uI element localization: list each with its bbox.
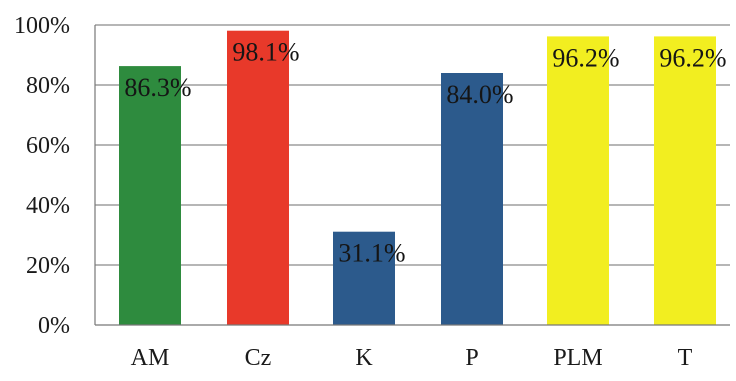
gridlines <box>95 24 730 266</box>
bar-k <box>333 231 395 325</box>
y-tick-labels: 0% 20% 40% 60% 80% 100% <box>14 13 70 339</box>
x-tick-label: K <box>355 345 373 371</box>
bar-cz <box>227 30 289 325</box>
bar-am <box>119 66 181 325</box>
x-tick-label: Cz <box>245 345 272 371</box>
x-tick-label: T <box>678 345 693 371</box>
y-tick-label: 0% <box>38 313 70 339</box>
x-tick-labels: AM Cz K P PLM T <box>131 345 693 371</box>
y-tick-label: 80% <box>26 73 70 99</box>
y-tick-label: 20% <box>26 253 70 279</box>
data-label: 31.1% <box>338 239 405 268</box>
x-tick-label: PLM <box>553 345 602 371</box>
data-label: 96.2% <box>659 43 726 72</box>
bar-p <box>441 73 503 325</box>
data-label: 86.3% <box>124 73 191 102</box>
data-labels: 86.3% 98.1% 31.1% 84.0% 96.2% 96.2% <box>124 38 726 268</box>
bar-t <box>654 36 716 326</box>
axes <box>94 25 730 326</box>
x-tick-label: P <box>465 345 478 371</box>
x-tick-label: AM <box>131 345 170 371</box>
y-tick-label: 40% <box>26 193 70 219</box>
y-tick-label: 100% <box>14 13 70 39</box>
data-label: 96.2% <box>552 43 619 72</box>
data-label: 84.0% <box>446 80 513 109</box>
bars <box>119 30 716 326</box>
bar-plm <box>547 36 609 326</box>
y-tick-label: 60% <box>26 133 70 159</box>
data-label: 98.1% <box>232 38 299 67</box>
